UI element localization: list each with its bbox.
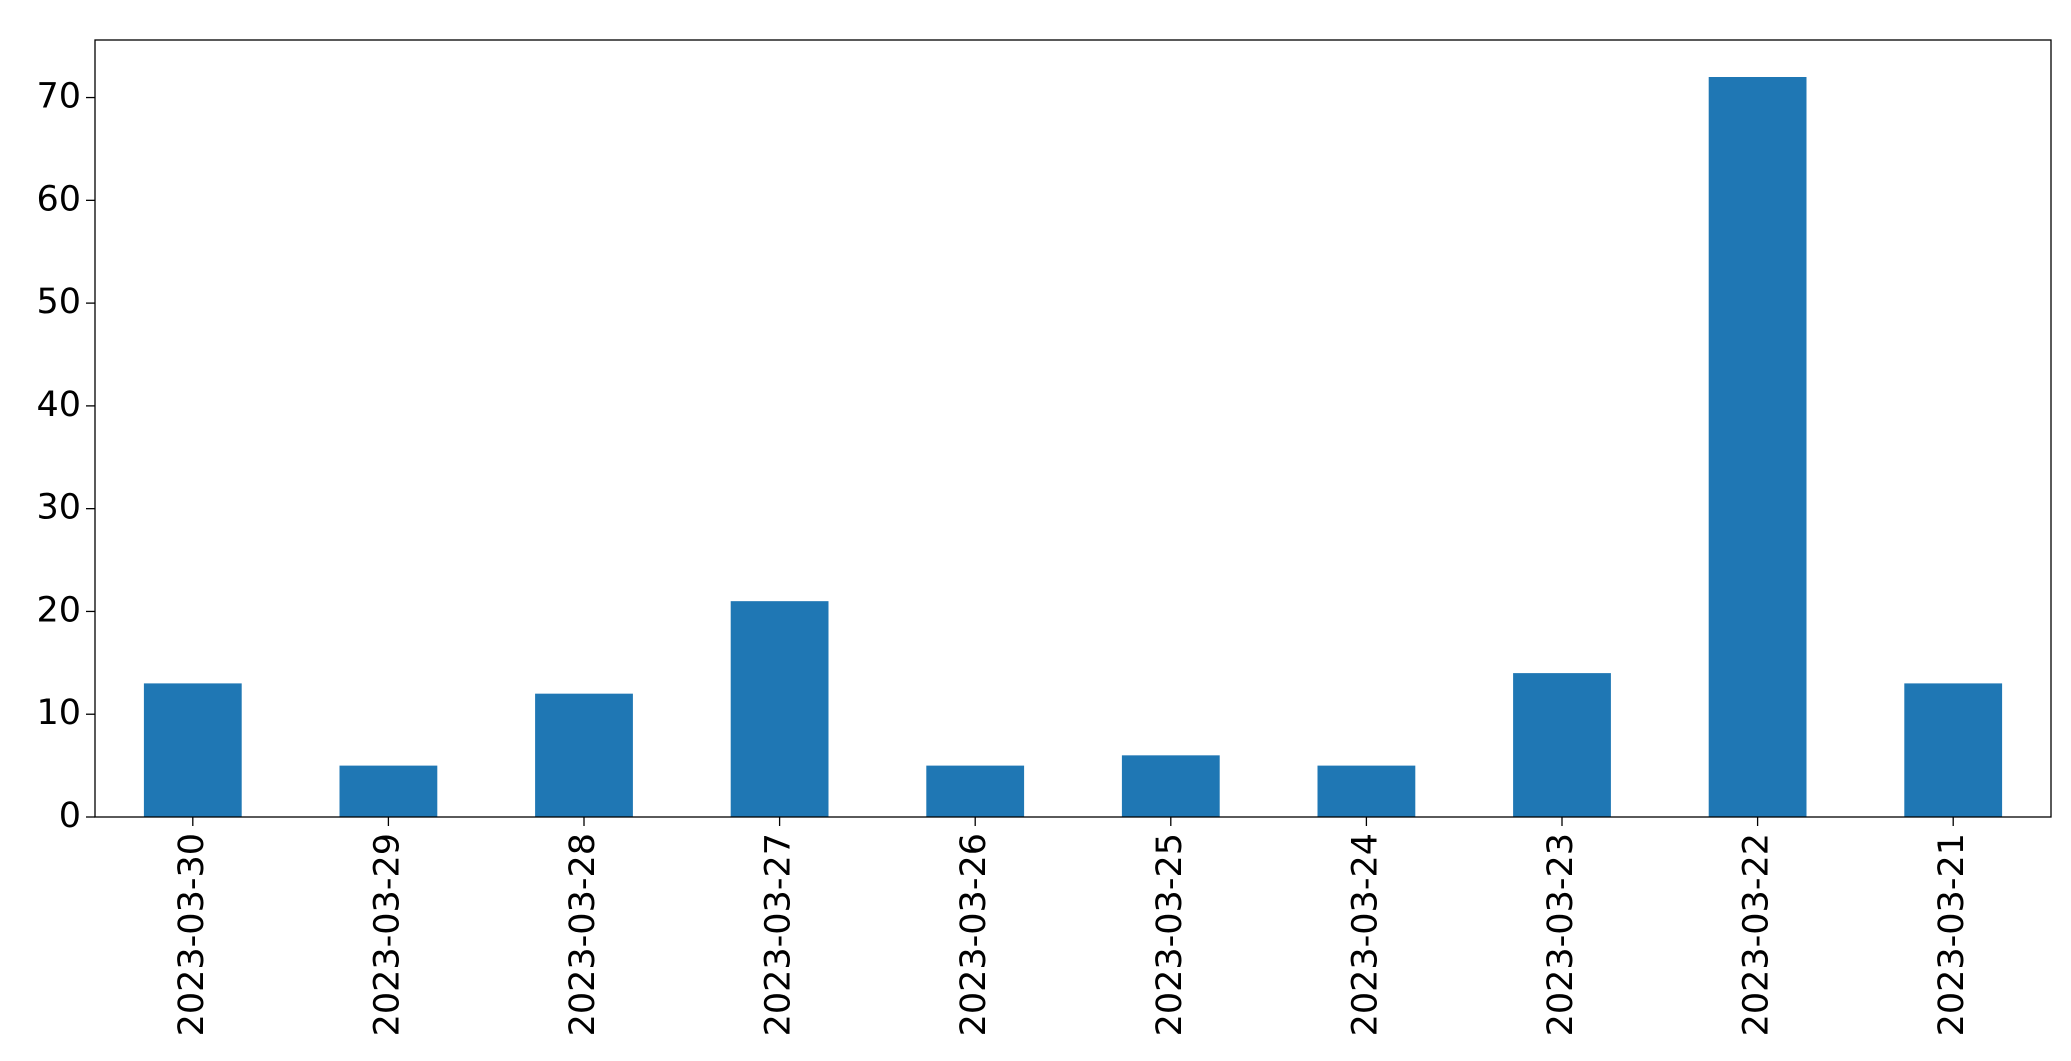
y-tick-label: 20 — [36, 590, 81, 630]
x-tick-label: 2023-03-27 — [759, 833, 799, 1036]
bar — [535, 693, 633, 817]
y-tick-label: 50 — [36, 282, 81, 322]
y-tick-label: 40 — [36, 385, 81, 425]
x-tick-label: 2023-03-29 — [367, 833, 407, 1036]
x-tick-label: 2023-03-30 — [172, 833, 212, 1036]
y-tick-label: 10 — [36, 693, 81, 733]
x-tick-label: 2023-03-25 — [1150, 833, 1190, 1036]
y-tick-label: 0 — [59, 796, 81, 836]
plot-frame — [94, 39, 2052, 818]
x-tick-label: 2023-03-24 — [1345, 833, 1385, 1036]
y-tick-label: 60 — [36, 179, 81, 219]
x-tick-label: 2023-03-21 — [1932, 833, 1972, 1036]
x-tick-label: 2023-03-23 — [1541, 833, 1581, 1036]
bar — [1121, 755, 1220, 817]
bar — [1513, 673, 1611, 817]
bar — [730, 601, 829, 817]
bar — [1317, 765, 1416, 817]
x-tick-label: 2023-03-28 — [563, 833, 603, 1036]
bar — [339, 765, 438, 817]
bar — [143, 683, 242, 817]
x-tick-label: 2023-03-22 — [1737, 833, 1777, 1036]
y-tick-label: 70 — [36, 77, 81, 117]
bar — [1904, 683, 2003, 817]
bar — [1708, 77, 1807, 817]
y-tick-label: 30 — [36, 488, 81, 528]
x-tick-label: 2023-03-26 — [954, 833, 994, 1036]
bar — [926, 765, 1025, 817]
